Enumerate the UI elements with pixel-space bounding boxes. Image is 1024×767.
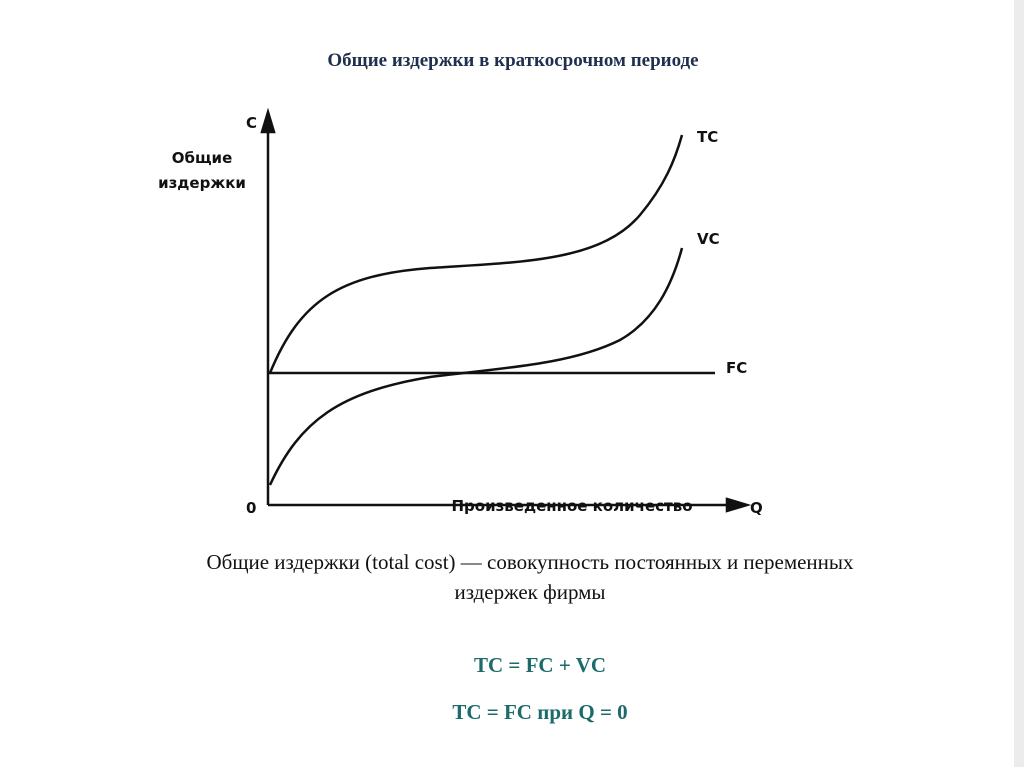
y-axis-label: издержки — [158, 174, 246, 192]
y-axis-letter: C — [246, 114, 257, 132]
y-axis-label: Общие — [172, 149, 233, 167]
y-arrow — [260, 107, 276, 134]
origin-label: 0 — [246, 499, 256, 517]
tc-curve — [268, 134, 684, 374]
edge-shadow — [1014, 0, 1024, 767]
description: издержек фирмы — [454, 580, 605, 604]
x-axis-letter: Q — [750, 499, 763, 517]
description: Общие издержки (total cost) — совокупнос… — [206, 550, 854, 574]
title: Общие издержки в краткосрочном периоде — [327, 50, 698, 71]
curve-label: VC — [697, 230, 720, 248]
x-axis-label: Произведенное количество — [451, 497, 692, 515]
curve-label: TC — [697, 128, 718, 146]
x-arrow — [725, 497, 752, 513]
formula: TC = FC + VC — [474, 653, 606, 677]
diagram — [260, 107, 752, 513]
vc-curve — [268, 247, 684, 486]
formula: TC = FC при Q = 0 — [452, 700, 627, 724]
curve-label: FC — [726, 359, 747, 377]
